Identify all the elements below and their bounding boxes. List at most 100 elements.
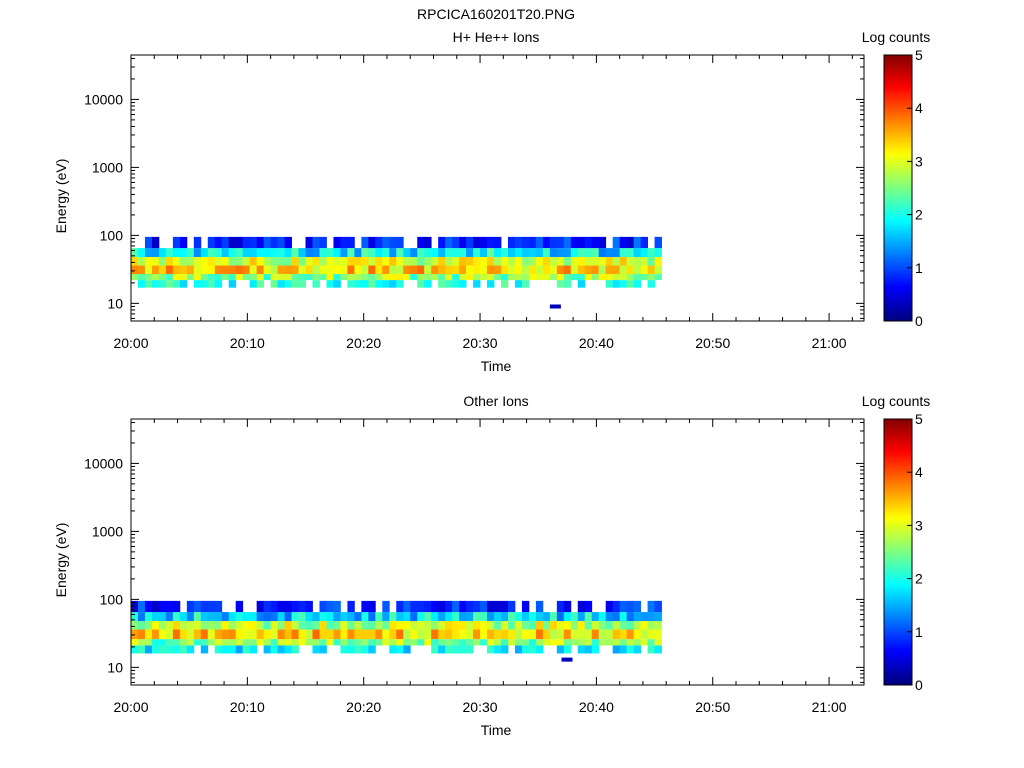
- heatmap-cell: [228, 612, 237, 622]
- heatmap-cell: [131, 639, 139, 646]
- colorbar-segment: [884, 180, 912, 184]
- heatmap-cell: [172, 621, 181, 630]
- heatmap-cell: [361, 639, 369, 646]
- heatmap-cell: [137, 639, 146, 646]
- heatmap-cell: [598, 612, 607, 622]
- colorbar-segment: [884, 78, 912, 83]
- heatmap-cell: [396, 257, 404, 266]
- heatmap-cell: [361, 248, 369, 258]
- heatmap-cell: [298, 280, 306, 288]
- heatmap-cell: [172, 257, 181, 266]
- heatmap-cell: [368, 257, 376, 266]
- heatmap-cell: [417, 600, 425, 613]
- heatmap-cell: [305, 248, 313, 258]
- heatmap-cell: [431, 629, 439, 640]
- heatmap-cell: [368, 274, 376, 281]
- heatmap-cell: [424, 280, 432, 288]
- colorbar-segment: [884, 605, 912, 609]
- heatmap-cell: [459, 639, 467, 646]
- colorbar-tick-label: 4: [915, 100, 923, 116]
- heatmap-cell: [389, 265, 397, 275]
- heatmap-cell: [284, 612, 292, 622]
- heatmap-cell: [131, 274, 139, 281]
- heatmap-cell: [235, 257, 244, 266]
- heatmap-cell: [563, 612, 572, 622]
- heatmap-cell: [452, 274, 460, 281]
- colorbar-tick-label: 4: [915, 464, 923, 480]
- heatmap-cell: [361, 629, 369, 640]
- colorbar-segment: [884, 557, 912, 561]
- heatmap-cell: [535, 257, 544, 266]
- heatmap-cell: [563, 236, 572, 249]
- heatmap-cell: [375, 612, 383, 622]
- heatmap-cell: [277, 265, 285, 275]
- heatmap-cell: [577, 612, 586, 622]
- colorbar-segment: [884, 559, 912, 564]
- heatmap-cell: [654, 645, 662, 654]
- heatmap-cell: [263, 612, 272, 622]
- heatmap-cell: [563, 621, 572, 630]
- heatmap-cell: [354, 645, 362, 654]
- heatmap-cell: [312, 612, 320, 622]
- colorbar-segment: [884, 65, 912, 69]
- heatmap-cell: [612, 612, 621, 622]
- colorbar-segment: [884, 682, 912, 686]
- heatmap-cell: [487, 248, 495, 258]
- heatmap-cell: [186, 600, 195, 613]
- heatmap-cell: [466, 236, 474, 249]
- heatmap-cell: [438, 265, 446, 275]
- heatmap-cell: [165, 274, 174, 281]
- heatmap-cell: [612, 265, 621, 275]
- heatmap-cell: [647, 248, 655, 258]
- heatmap-cell: [277, 236, 285, 249]
- heatmap-cell: [473, 274, 481, 281]
- heatmap-cell: [277, 645, 285, 654]
- colorbar-segment: [884, 251, 912, 255]
- heatmap-cell: [214, 629, 223, 640]
- heatmap-cell: [284, 645, 292, 654]
- heatmap-cell: [382, 265, 390, 275]
- heatmap-cell: [494, 629, 502, 640]
- heatmap-cell: [137, 621, 146, 630]
- heatmap-cell: [556, 248, 565, 258]
- heatmap-cell: [500, 621, 509, 630]
- colorbar-segment: [884, 429, 912, 433]
- heatmap-cell: [591, 621, 600, 630]
- heatmap-cell: [445, 639, 453, 646]
- heatmap-cell: [535, 600, 544, 613]
- heatmap-cell: [242, 236, 251, 249]
- heatmap-cell: [137, 274, 146, 281]
- x-axis-label: Time: [481, 358, 512, 374]
- heatmap-cell: [480, 248, 488, 258]
- heatmap-cell: [333, 629, 341, 640]
- colorbar-segment: [884, 442, 912, 447]
- heatmap-cell: [431, 612, 439, 622]
- heatmap-cell: [354, 612, 362, 622]
- heatmap-cell: [144, 639, 153, 646]
- heatmap-cell: [242, 639, 251, 646]
- heatmap-cell: [584, 274, 593, 281]
- heatmap-cell: [473, 600, 481, 613]
- heatmap-cell: [542, 612, 551, 622]
- heatmap-cell: [221, 248, 230, 258]
- heatmap-cell: [277, 629, 285, 640]
- heatmap-cell: [563, 629, 572, 640]
- colorbar-segment: [884, 607, 912, 612]
- heatmap-cell: [494, 612, 502, 622]
- heatmap-cell: [417, 274, 425, 281]
- heatmap-cell: [179, 274, 188, 281]
- heatmap-cell: [319, 257, 327, 266]
- heatmap-cell: [403, 274, 411, 281]
- heatmap-cell: [528, 274, 537, 281]
- heatmap-cell: [158, 248, 167, 258]
- heatmap-cell: [521, 621, 530, 630]
- colorbar-segment: [884, 533, 912, 537]
- heatmap-cell: [305, 621, 313, 630]
- heatmap-cell: [640, 265, 648, 275]
- colorbar-segment: [884, 450, 912, 455]
- heatmap-cell: [291, 600, 299, 613]
- heatmap-cell: [556, 280, 565, 288]
- colorbar-segment: [884, 501, 912, 505]
- heatmap-cell: [291, 265, 299, 275]
- heatmap-cell: [263, 265, 272, 275]
